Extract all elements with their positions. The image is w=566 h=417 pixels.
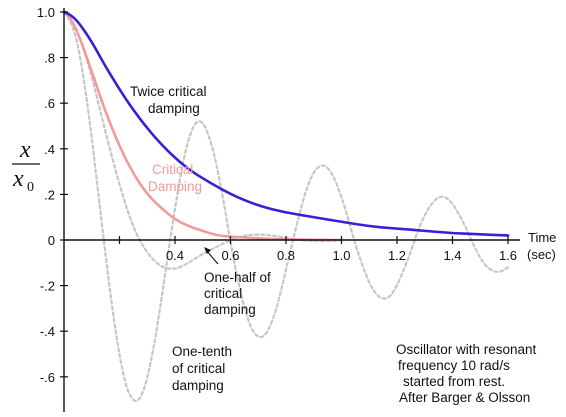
annotation-one-half-line-2: critical — [204, 286, 242, 301]
annotation-one-half-line-1: One-half of — [204, 270, 271, 285]
x-tick-label: 1.6 — [499, 248, 517, 263]
y-axis-title-subscript: 0 — [27, 180, 34, 195]
x-tick-label: 0.4 — [166, 248, 184, 263]
axes-layer — [63, 8, 520, 412]
annotation-oscillator-note-line-1: Oscillator with resonant — [396, 342, 537, 357]
x-tick-label: 0.6 — [221, 248, 239, 263]
annotation-twice-critical-line-2: damping — [148, 101, 200, 116]
x-tick-label: 1.0 — [332, 248, 350, 263]
y-tick-label: .6 — [44, 96, 55, 111]
annotation-critical: Critical Damping — [148, 162, 202, 194]
ticks-layer: 0.4 0.6 0.8 1.0 1.2 1.4 1.6 1.0 .8 .6 .4 .2 0 -.2 -.4 -… — [37, 5, 517, 385]
annotation-critical-line-1: Critical — [152, 162, 193, 177]
x-axis-title: Time — [528, 230, 556, 245]
y-tick-label: .4 — [44, 142, 55, 157]
x-axis-unit: (sec) — [527, 247, 556, 262]
y-tick-label: -.6 — [40, 370, 55, 385]
annotation-one-half-line-3: damping — [204, 302, 256, 317]
y-tick-label: 1.0 — [37, 5, 55, 20]
y-tick-label: .2 — [44, 187, 55, 202]
annotation-one-half-arrow — [204, 247, 219, 265]
annotation-critical-line-2: Damping — [148, 179, 202, 194]
series-one-tenth-line — [62, 10, 510, 402]
x-tick-label: 0.8 — [277, 248, 295, 263]
annotation-one-tenth-line-2: of critical — [172, 361, 225, 376]
annotation-oscillator-note-line-3: started from rest. — [403, 374, 505, 389]
annotation-oscillator-note: Oscillator with resonant frequency 10 ra… — [396, 342, 540, 405]
annotation-twice-critical: Twice critical damping — [130, 84, 210, 116]
y-tick-label: .8 — [44, 51, 55, 66]
annotation-one-half: One-half of critical damping — [204, 270, 275, 317]
series-twice-critical-line — [62, 10, 510, 237]
y-axis-title-denominator: x — [12, 166, 24, 192]
series-critical-line — [62, 10, 343, 242]
annotation-one-tenth-line-3: damping — [172, 378, 224, 393]
curves-layer — [62, 10, 510, 402]
y-tick-label: -.4 — [40, 324, 55, 339]
y-tick-label: 0 — [48, 233, 55, 248]
annotation-oscillator-note-line-4: After Barger & Olsson — [399, 390, 530, 405]
x-tick-label: 1.2 — [388, 248, 406, 263]
annotation-one-tenth-line-1: One-tenth — [172, 344, 232, 359]
annotation-oscillator-note-line-2: frequency 10 rad/s — [398, 358, 510, 373]
y-axis-title: x x 0 — [12, 137, 40, 195]
y-axis-title-numerator: x — [19, 137, 31, 163]
x-tick-label: 1.4 — [443, 248, 461, 263]
y-tick-label: -.2 — [40, 279, 55, 294]
annotation-twice-critical-line-1: Twice critical — [130, 84, 207, 99]
annotation-one-tenth: One-tenth of critical damping — [172, 344, 236, 393]
